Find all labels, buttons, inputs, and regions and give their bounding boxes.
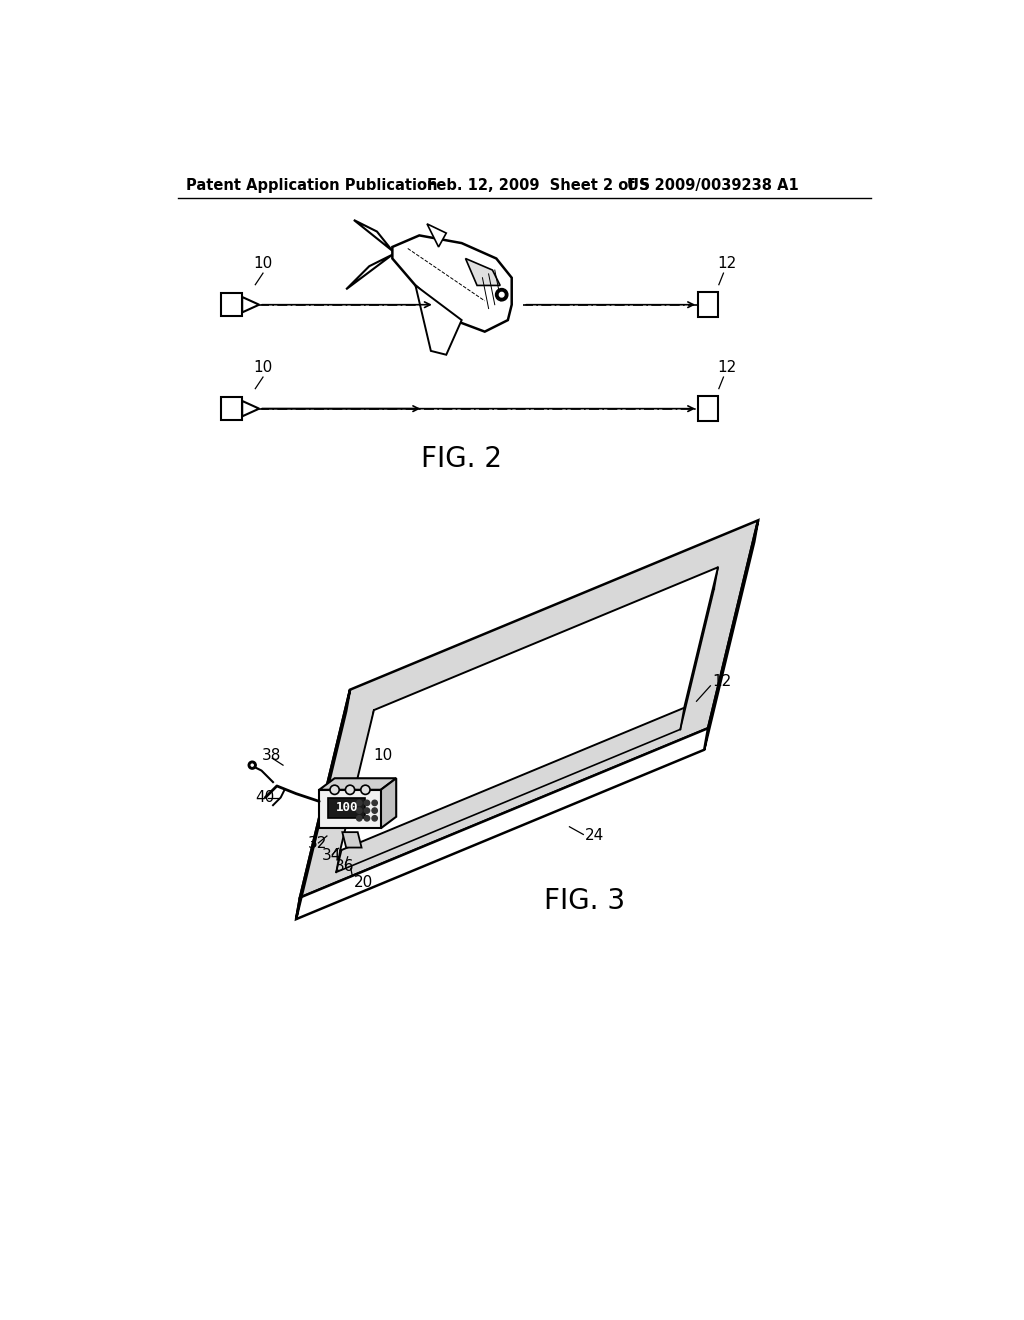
Text: Feb. 12, 2009  Sheet 2 of 5: Feb. 12, 2009 Sheet 2 of 5 <box>427 178 650 193</box>
Text: 38: 38 <box>261 747 281 763</box>
Text: 36: 36 <box>335 859 354 874</box>
Circle shape <box>372 800 378 805</box>
Circle shape <box>250 763 255 767</box>
Polygon shape <box>416 285 462 355</box>
Circle shape <box>330 785 339 795</box>
Circle shape <box>372 808 378 813</box>
Circle shape <box>356 816 361 821</box>
Text: FIG. 2: FIG. 2 <box>421 445 502 473</box>
Polygon shape <box>705 520 758 750</box>
Polygon shape <box>319 779 396 789</box>
Circle shape <box>500 293 504 297</box>
Circle shape <box>360 785 370 795</box>
Text: 12: 12 <box>718 256 737 271</box>
Circle shape <box>365 808 370 813</box>
Circle shape <box>356 808 361 813</box>
Polygon shape <box>346 255 392 289</box>
Polygon shape <box>427 224 446 247</box>
Polygon shape <box>243 401 259 416</box>
Polygon shape <box>466 259 500 285</box>
Circle shape <box>496 289 508 301</box>
Circle shape <box>365 800 370 805</box>
Text: Patent Application Publication: Patent Application Publication <box>186 178 437 193</box>
Text: 20: 20 <box>354 875 373 890</box>
Text: FIG. 3: FIG. 3 <box>545 887 626 916</box>
Polygon shape <box>296 729 708 919</box>
Polygon shape <box>698 293 718 317</box>
Text: 40: 40 <box>255 789 274 805</box>
Circle shape <box>356 800 361 805</box>
Polygon shape <box>220 397 243 420</box>
Circle shape <box>365 816 370 821</box>
Text: 12: 12 <box>718 359 737 375</box>
Polygon shape <box>300 520 758 898</box>
Text: 24: 24 <box>585 829 604 843</box>
Text: 100: 100 <box>336 801 358 814</box>
Circle shape <box>249 762 256 770</box>
Text: 10: 10 <box>253 359 272 375</box>
Circle shape <box>372 816 378 821</box>
Circle shape <box>345 785 354 795</box>
Polygon shape <box>340 568 718 850</box>
Text: 12: 12 <box>712 675 731 689</box>
Polygon shape <box>296 689 350 919</box>
Text: US 2009/0039238 A1: US 2009/0039238 A1 <box>628 178 799 193</box>
Polygon shape <box>392 235 512 331</box>
Polygon shape <box>329 797 366 817</box>
Polygon shape <box>220 293 243 317</box>
Polygon shape <box>381 779 396 829</box>
Text: 10: 10 <box>253 256 272 271</box>
Polygon shape <box>243 297 259 313</box>
Text: 32: 32 <box>307 836 327 851</box>
Polygon shape <box>342 832 361 847</box>
Polygon shape <box>319 789 381 829</box>
Polygon shape <box>698 396 718 421</box>
Text: 34: 34 <box>322 847 341 863</box>
Text: 10: 10 <box>373 747 392 763</box>
Polygon shape <box>354 220 392 251</box>
